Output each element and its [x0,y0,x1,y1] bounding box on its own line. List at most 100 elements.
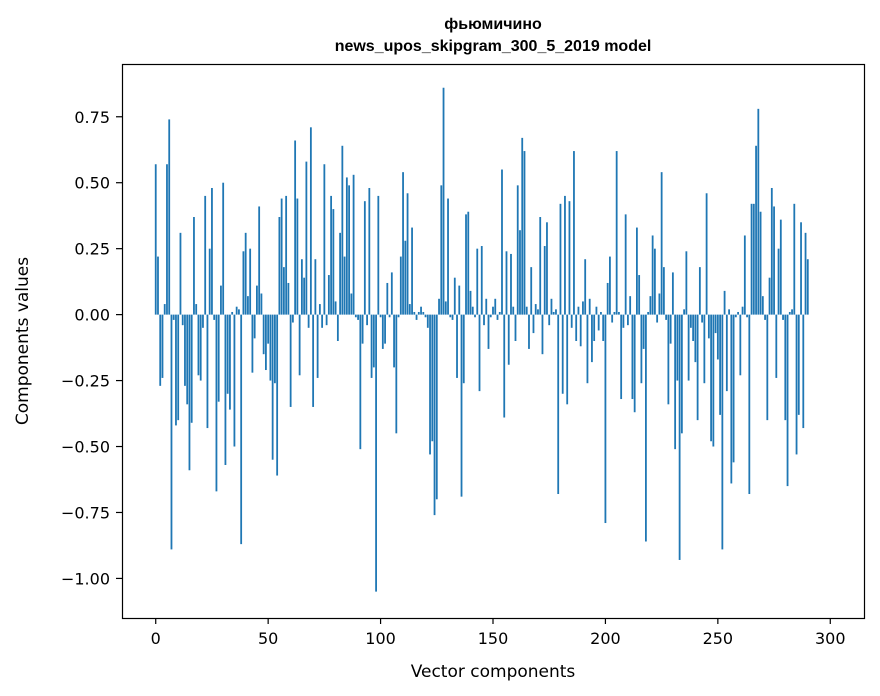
bar-280 [784,314,787,421]
bar-186 [573,151,575,315]
bar-2 [159,314,162,386]
bar-32 [226,314,229,394]
bar-112 [406,193,409,315]
bar-4 [163,304,166,315]
bar-102 [384,314,386,344]
bar-15 [188,314,191,471]
bar-259 [737,311,739,315]
bar-11 [179,232,182,315]
bar-67 [305,161,308,315]
bar-142 [474,314,476,318]
bar-108 [397,314,400,318]
bar-42 [249,248,252,315]
bar-93 [363,201,366,315]
bar-187 [575,314,578,341]
bar-106 [393,314,395,368]
bar-164 [523,151,526,315]
bar-167 [530,267,533,315]
bar-5 [166,164,168,315]
bar-38 [240,314,243,545]
bar-219 [647,311,650,315]
bar-188 [577,306,580,315]
bar-276 [775,314,778,378]
bar-29 [220,285,222,315]
bar-76 [325,314,328,326]
bar-65 [300,259,303,315]
y-ticks-group: −1.00 −0.75 −0.50 −0.25 0.00 0.25 0.50 0.75 [61,108,122,588]
bar-137 [462,314,465,384]
bar-80 [334,301,337,315]
bar-132 [451,314,454,320]
bar-243 [701,314,704,323]
bar-244 [703,314,706,384]
bar-120 [424,314,427,318]
bar-139 [467,211,470,315]
bar-239 [692,314,695,341]
bar-185 [570,314,573,328]
y-tick-label: 0.75 [74,108,110,127]
bar-196 [595,306,598,315]
bar-114 [411,227,413,315]
bar-99 [377,195,380,315]
bar-206 [618,311,620,315]
bar-240 [694,314,697,363]
bar-216 [640,314,643,384]
bar-57 [282,267,285,315]
bar-34 [231,311,234,315]
bar-31 [224,314,227,465]
bar-261 [741,306,744,315]
bar-97 [372,314,375,368]
bar-127 [440,185,443,315]
bar-129 [444,301,447,315]
bar-81 [336,314,339,341]
bar-101 [381,314,384,349]
bar-105 [390,272,393,315]
bar-269 [759,211,762,315]
bar-140 [469,290,472,315]
bar-235 [683,309,686,315]
bar-130 [447,198,449,315]
bar-182 [564,195,566,315]
bar-36 [235,306,238,315]
bar-217 [642,314,645,349]
bar-281 [786,314,789,487]
bar-179 [557,314,560,495]
x-ticks-group: 0 50 100 150 200 250 300 [151,618,846,648]
bar-111 [404,240,407,315]
bar-50 [267,314,270,344]
bar-257 [732,314,735,463]
bar-214 [636,227,638,315]
bar-3 [161,314,164,378]
bar-13 [184,314,186,386]
bar-238 [689,314,692,328]
bar-202 [609,256,611,315]
bar-176 [550,298,553,315]
bar-19 [197,314,200,376]
bars-group [154,87,809,592]
bar-282 [788,311,791,315]
bar-270 [761,296,764,315]
y-tick-label: −0.25 [61,372,110,391]
bar-61 [291,314,294,323]
bar-181 [561,314,564,394]
bar-245 [705,193,708,315]
bar-285 [795,314,798,455]
bar-64 [298,314,301,376]
bar-242 [698,267,701,315]
bar-146 [483,314,485,326]
bar-103 [386,282,389,315]
bar-271 [764,314,766,320]
bar-178 [555,309,557,315]
bar-211 [629,296,632,315]
bar-161 [516,185,519,315]
bar-52 [271,314,274,460]
bar-119 [422,311,425,315]
bar-284 [793,203,796,315]
bar-273 [768,277,771,315]
bar-189 [579,314,582,347]
bar-133 [453,277,456,315]
bar-218 [645,314,647,542]
bar-198 [600,311,602,315]
